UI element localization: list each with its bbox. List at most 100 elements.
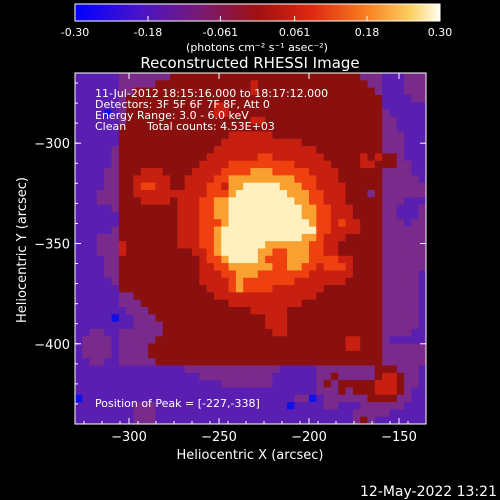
- heatmap-cell: [104, 226, 113, 235]
- heatmap-cell: [367, 197, 376, 206]
- heatmap-cell: [345, 233, 354, 242]
- heatmap-cell: [345, 102, 354, 111]
- heatmap-cell: [330, 116, 339, 125]
- heatmap-cell: [352, 416, 361, 424]
- heatmap-cell: [367, 365, 376, 374]
- heatmap-cell: [228, 102, 237, 111]
- heatmap-cell: [213, 168, 222, 176]
- heatmap-cell: [192, 211, 200, 220]
- heatmap-cell: [272, 314, 281, 323]
- heatmap-cell: [235, 197, 244, 206]
- heatmap-cell: [228, 394, 237, 403]
- heatmap-cell: [316, 80, 325, 89]
- heatmap-cell: [272, 372, 281, 381]
- heatmap-cell: [287, 131, 295, 140]
- heatmap-cell: [192, 263, 200, 272]
- heatmap-cell: [309, 241, 317, 250]
- heatmap-cell: [411, 292, 420, 301]
- heatmap-cell: [89, 116, 98, 125]
- heatmap-cell: [330, 285, 339, 293]
- heatmap-cell: [257, 336, 266, 345]
- heatmap-cell: [228, 292, 237, 301]
- heatmap-cell: [111, 204, 120, 213]
- heatmap-cell: [411, 277, 420, 286]
- heatmap-cell: [257, 233, 266, 242]
- heatmap-cell: [367, 94, 376, 103]
- heatmap-cell: [235, 233, 244, 242]
- heatmap-cell: [345, 343, 354, 352]
- x-tick-label: −300: [111, 430, 147, 445]
- heatmap-cell: [206, 416, 215, 424]
- heatmap-cell: [213, 255, 222, 264]
- heatmap-cell: [382, 138, 391, 147]
- heatmap-cell: [382, 116, 391, 125]
- heatmap-cell: [338, 94, 347, 103]
- heatmap-cell: [82, 102, 91, 111]
- heatmap-cell: [118, 307, 127, 315]
- heatmap-cell: [382, 336, 391, 345]
- heatmap-cell: [396, 109, 405, 118]
- heatmap-cell: [104, 109, 113, 118]
- heatmap-cell: [411, 336, 420, 345]
- heatmap-cell: [133, 350, 142, 359]
- heatmap-cell: [75, 409, 83, 418]
- heatmap-cell: [250, 168, 259, 176]
- heatmap-cell: [360, 102, 369, 111]
- heatmap-cell: [148, 343, 157, 352]
- heatmap-cell: [133, 153, 142, 162]
- heatmap-cell: [184, 138, 193, 147]
- heatmap-cell: [404, 380, 412, 389]
- heatmap-cell: [111, 343, 120, 352]
- heatmap-cell: [294, 226, 303, 235]
- heatmap-cell: [389, 380, 398, 389]
- heatmap-cell: [213, 328, 222, 337]
- heatmap-cell: [155, 321, 164, 330]
- heatmap-cell: [316, 277, 325, 286]
- heatmap-cell: [89, 394, 98, 403]
- heatmap-cell: [170, 248, 178, 257]
- heatmap-cell: [309, 182, 317, 191]
- heatmap-cell: [228, 160, 237, 169]
- heatmap-cell: [309, 328, 317, 337]
- heatmap-cell: [75, 372, 83, 381]
- heatmap-cell: [404, 248, 412, 257]
- heatmap-cell: [389, 263, 398, 272]
- heatmap-cell: [199, 204, 208, 213]
- heatmap-cell: [155, 277, 164, 286]
- heatmap-cell: [309, 124, 317, 133]
- heatmap-cell: [330, 153, 339, 162]
- heatmap-cell: [316, 248, 325, 257]
- heatmap-cell: [257, 73, 266, 81]
- heatmap-cell: [75, 146, 83, 155]
- heatmap-cell: [309, 365, 317, 374]
- heatmap-cell: [404, 343, 412, 352]
- heatmap-cell: [374, 416, 383, 424]
- heatmap-cell: [140, 350, 149, 359]
- heatmap-cell: [155, 182, 164, 191]
- heatmap-cell: [155, 241, 164, 250]
- heatmap-cell: [338, 160, 347, 169]
- heatmap-cell: [243, 94, 252, 103]
- heatmap-cell: [213, 387, 222, 396]
- heatmap-cell: [192, 138, 200, 147]
- heatmap-cell: [126, 314, 135, 323]
- heatmap-cell: [279, 409, 288, 418]
- heatmap-cell: [396, 365, 405, 374]
- heatmap-cell: [257, 204, 266, 213]
- heatmap-cell: [126, 270, 135, 279]
- x-tick-label: −250: [201, 430, 237, 445]
- heatmap-cell: [294, 307, 303, 315]
- heatmap-cell: [330, 394, 339, 403]
- heatmap-cell: [192, 146, 200, 155]
- heatmap-cell: [89, 416, 98, 424]
- heatmap-cell: [162, 124, 171, 133]
- heatmap-cell: [345, 358, 354, 367]
- heatmap-cell: [206, 387, 215, 396]
- heatmap-cell: [162, 292, 171, 301]
- heatmap-cell: [294, 416, 303, 424]
- heatmap-cell: [294, 219, 303, 228]
- heatmap-cell: [177, 102, 186, 111]
- heatmap-cell: [265, 402, 274, 410]
- heatmap-cell: [309, 80, 317, 89]
- heatmap-cell: [177, 299, 186, 308]
